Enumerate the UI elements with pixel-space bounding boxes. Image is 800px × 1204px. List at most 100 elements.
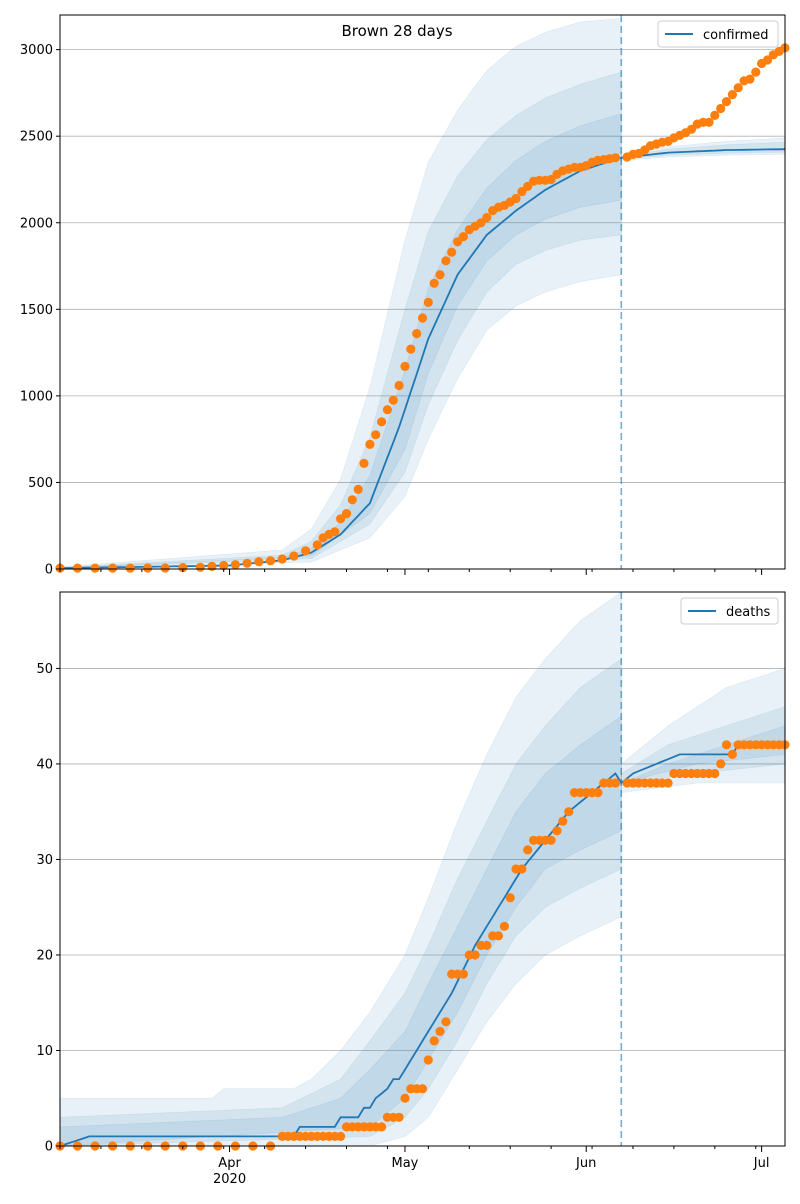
observed-point	[482, 940, 492, 951]
observed-point	[552, 826, 562, 836]
observed-point	[312, 540, 322, 550]
observed-points	[55, 740, 790, 1151]
legend: deaths	[680, 597, 779, 625]
observed-point	[242, 558, 252, 568]
observed-point	[610, 153, 621, 163]
observed-point	[441, 1017, 451, 1027]
observed-point	[388, 395, 398, 405]
x-tick-label: Apr	[218, 1156, 241, 1171]
uncertainty-band	[59, 715, 622, 1147]
legend: confirmed	[657, 20, 779, 48]
observed-point	[365, 439, 375, 449]
observed-point	[721, 740, 732, 750]
observed-point	[382, 405, 392, 415]
observed-point	[704, 117, 714, 127]
observed-point	[429, 1036, 439, 1046]
y-tick-label: 10	[36, 1044, 53, 1059]
observed-point	[546, 835, 556, 845]
y-tick-label: 50	[36, 662, 53, 677]
observed-point	[523, 181, 533, 191]
observed-point	[72, 563, 83, 573]
plot-frame	[59, 14, 786, 570]
observed-point	[458, 969, 468, 979]
observed-point	[523, 845, 533, 855]
y-tick-label: 20	[36, 948, 53, 963]
observed-point	[125, 563, 135, 573]
observed-point	[423, 297, 433, 307]
y-axis: 0 10 20 30 40 50	[36, 662, 60, 1155]
observed-point	[593, 788, 603, 798]
x-tick-label: May	[392, 1156, 419, 1171]
observed-point	[412, 329, 422, 339]
y-tick-label: 40	[36, 757, 53, 772]
observed-point	[435, 1026, 445, 1036]
observed-point	[377, 417, 387, 427]
observed-point	[353, 484, 363, 494]
observed-point	[394, 380, 404, 391]
uncertainty-band	[59, 18, 622, 570]
y-tick-label: 30	[36, 853, 53, 868]
observed-point	[441, 256, 451, 266]
observed-point	[733, 83, 743, 93]
observed-point	[336, 514, 346, 524]
y-tick-label: 500	[28, 476, 53, 491]
x-tick-label: Jul	[753, 1156, 770, 1171]
observed-point	[546, 174, 556, 185]
observed-point	[517, 864, 527, 874]
y-tick-label: 2000	[20, 216, 53, 231]
observed-point	[289, 551, 299, 561]
observed-point	[254, 557, 264, 567]
observed-point	[377, 1122, 387, 1132]
y-tick-label: 2500	[20, 130, 53, 145]
observed-point	[90, 563, 100, 573]
grid-lines	[60, 49, 785, 570]
chart-title: Brown 28 days	[341, 22, 452, 40]
observed-point	[160, 563, 170, 573]
x-tick-label: Jun	[575, 1156, 596, 1171]
observed-point	[610, 778, 621, 788]
observed-point	[400, 361, 410, 371]
y-tick-label: 1000	[20, 389, 53, 404]
observed-point	[207, 561, 217, 572]
observed-point	[143, 563, 153, 573]
observed-point	[359, 458, 369, 468]
observed-point	[423, 1055, 433, 1065]
observed-point	[406, 344, 416, 354]
observed-point	[710, 768, 720, 779]
y-tick-label: 0	[45, 1140, 53, 1155]
uncertainty-bands	[59, 591, 786, 1147]
observed-point	[458, 232, 468, 242]
uncertainty-bands	[59, 18, 786, 570]
model-line	[59, 743, 785, 1147]
observed-point	[341, 508, 352, 519]
observed-point	[564, 807, 574, 817]
observed-point	[745, 74, 755, 84]
observed-point	[447, 247, 457, 257]
observed-point	[499, 921, 509, 931]
observed-points	[55, 43, 790, 573]
y-axis: 0 500 1000 1500 2000 2500 3000	[20, 43, 60, 578]
observed-point	[727, 749, 738, 760]
legend-box	[680, 597, 779, 625]
observed-point	[330, 527, 340, 537]
observed-point	[716, 103, 726, 114]
observed-point	[435, 270, 445, 280]
y-tick-label: 0	[45, 563, 53, 578]
observed-point	[470, 950, 480, 960]
x-tick-year-label: 2020	[213, 1172, 246, 1187]
legend-box	[657, 20, 779, 48]
observed-point	[417, 313, 428, 323]
model-series-line	[59, 743, 785, 1147]
observed-point	[417, 1084, 428, 1094]
observed-point	[727, 90, 738, 100]
observed-point	[277, 554, 287, 564]
observed-point	[336, 1131, 346, 1141]
observed-point	[219, 560, 229, 571]
y-tick-label: 1500	[20, 303, 53, 318]
observed-point	[663, 778, 673, 788]
observed-point	[429, 278, 439, 288]
legend-label: confirmed	[703, 28, 769, 43]
